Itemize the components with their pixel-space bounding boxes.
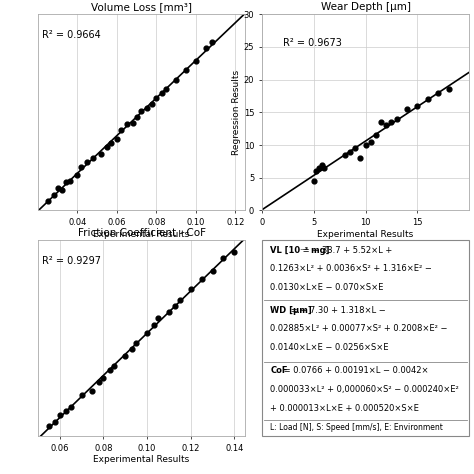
Point: [113, 136, 121, 143]
Point: [377, 118, 385, 126]
Point: [128, 346, 136, 353]
Point: [58, 186, 65, 194]
Point: [219, 255, 227, 262]
Point: [165, 309, 173, 316]
Text: 0.0130×L×E − 0.070×S×E: 0.0130×L×E − 0.070×S×E: [270, 283, 383, 292]
Point: [230, 248, 238, 256]
Point: [95, 379, 103, 386]
Point: [312, 167, 319, 175]
Point: [198, 275, 205, 283]
Point: [346, 148, 354, 155]
Point: [388, 118, 395, 126]
Text: = 0.0766 + 0.00191×L − 0.0042×: = 0.0766 + 0.00191×L − 0.0042×: [281, 366, 428, 375]
X-axis label: Experimental Results: Experimental Results: [318, 230, 414, 239]
Point: [341, 151, 348, 159]
Point: [137, 108, 145, 115]
Point: [143, 329, 151, 337]
Text: R² = 0.9664: R² = 0.9664: [42, 30, 101, 40]
Point: [129, 119, 137, 127]
Point: [424, 95, 431, 103]
Text: L: Load [N], S: Speed [mm/s], E: Environment: L: Load [N], S: Speed [mm/s], E: Environ…: [270, 423, 443, 432]
Point: [110, 362, 118, 370]
Text: = − 7.30 + 1.318×L −: = − 7.30 + 1.318×L −: [288, 306, 385, 315]
Point: [78, 164, 85, 171]
Text: R² = 0.9297: R² = 0.9297: [42, 255, 101, 265]
Point: [310, 177, 318, 185]
Point: [434, 89, 442, 97]
Point: [393, 115, 401, 123]
Point: [132, 339, 140, 347]
Point: [44, 197, 52, 205]
Point: [63, 408, 70, 415]
Point: [403, 105, 411, 113]
Point: [97, 151, 105, 158]
Point: [372, 131, 380, 139]
Point: [367, 138, 374, 146]
Point: [172, 302, 179, 310]
Point: [123, 121, 130, 128]
Point: [73, 171, 81, 179]
X-axis label: Experimental Results: Experimental Results: [93, 456, 190, 465]
Text: 0.1263×L² + 0.0036×S² + 1.316×E² −: 0.1263×L² + 0.0036×S² + 1.316×E² −: [270, 264, 432, 273]
Text: R² = 0.9673: R² = 0.9673: [283, 38, 341, 48]
Point: [318, 161, 326, 168]
Point: [383, 122, 390, 129]
Y-axis label: Regression Results: Regression Results: [232, 70, 241, 155]
Text: 0.000033×L² + 0,000060×S² − 0.000240×E²: 0.000033×L² + 0,000060×S² − 0.000240×E²: [270, 385, 459, 394]
Point: [351, 145, 359, 152]
Point: [121, 352, 129, 359]
Point: [106, 366, 114, 374]
Text: 0.02885×L² + 0.00077×S² + 0.2008×E² −: 0.02885×L² + 0.00077×S² + 0.2008×E² −: [270, 324, 447, 333]
Point: [143, 104, 150, 111]
Point: [56, 411, 64, 419]
Point: [362, 141, 369, 149]
Point: [158, 89, 166, 97]
Point: [356, 155, 364, 162]
Point: [414, 102, 421, 109]
Point: [150, 321, 157, 328]
Point: [149, 100, 156, 108]
Point: [90, 155, 97, 162]
Point: [67, 403, 74, 411]
Point: [163, 85, 170, 93]
Point: [117, 126, 125, 134]
Point: [45, 422, 53, 429]
Title: Wear Depth [μm]: Wear Depth [μm]: [320, 2, 410, 12]
Point: [83, 158, 91, 165]
Title: Friction Coefficient - CoF: Friction Coefficient - CoF: [78, 228, 206, 237]
Point: [66, 177, 73, 184]
Title: Volume Loss [mm³]: Volume Loss [mm³]: [91, 2, 192, 12]
Text: VL [10⁻³ mg]: VL [10⁻³ mg]: [270, 246, 330, 255]
Text: = − 33.7 + 5.52×L +: = − 33.7 + 5.52×L +: [300, 246, 392, 255]
Text: + 0.000013×L×E + 0.000520×S×E: + 0.000013×L×E + 0.000520×S×E: [270, 404, 419, 413]
Point: [62, 179, 69, 186]
Text: 0.0140×L×E − 0.0256×S×E: 0.0140×L×E − 0.0256×S×E: [270, 343, 389, 352]
Point: [52, 418, 59, 425]
Point: [133, 113, 140, 121]
X-axis label: Experimental Results: Experimental Results: [93, 230, 190, 239]
Point: [89, 387, 96, 394]
Point: [320, 164, 328, 172]
Point: [173, 76, 180, 83]
Point: [445, 86, 452, 93]
Text: WD [μm]: WD [μm]: [270, 306, 312, 315]
Point: [50, 191, 57, 199]
Point: [202, 44, 210, 52]
Point: [315, 164, 323, 172]
Point: [107, 139, 115, 147]
Point: [208, 38, 216, 46]
Point: [182, 66, 190, 74]
Point: [100, 374, 107, 382]
Point: [192, 57, 200, 65]
Point: [187, 286, 194, 293]
Point: [154, 315, 162, 322]
Point: [176, 296, 183, 303]
Point: [54, 184, 62, 192]
Point: [78, 391, 85, 399]
Point: [153, 94, 160, 102]
Point: [209, 267, 216, 274]
Point: [103, 143, 111, 151]
Text: CoF: CoF: [270, 366, 288, 375]
